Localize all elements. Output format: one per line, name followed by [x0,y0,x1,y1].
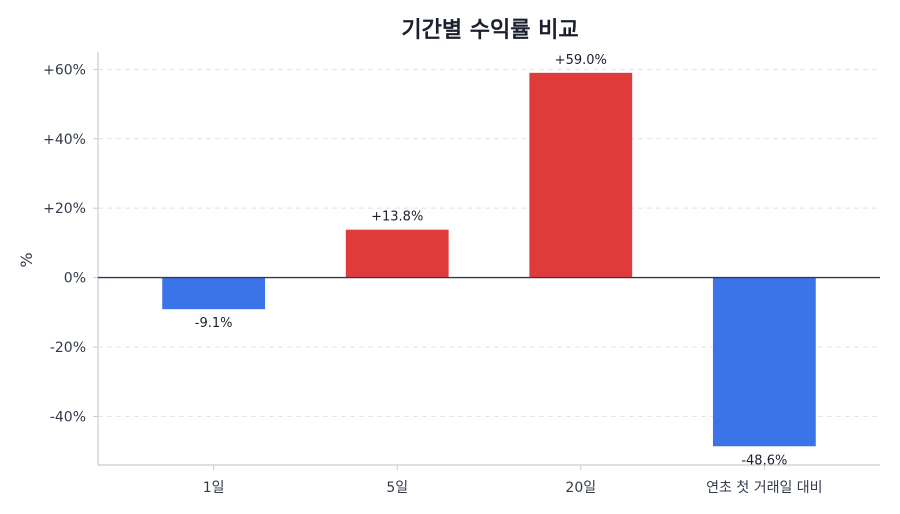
y-tick-labels: -40% -20% 0% +20% +40% +60% [43,62,98,425]
x-tick-labels: 1일 5일 20일 연초 첫 거래일 대비 [203,465,823,496]
data-label: +13.8% [371,210,423,225]
x-tick-label: 1일 [203,480,225,496]
data-label: +59.0% [555,53,607,68]
bar [712,277,816,447]
data-labels: -9.1% +13.8% +59.0% -48.6% [195,53,788,468]
y-tick-label: 0% [64,271,86,287]
bar [162,277,266,310]
chart-title: 기간별 수익률 비교 [401,18,578,43]
bar [345,229,449,278]
data-label: -9.1% [195,316,233,331]
y-tick-label: -20% [50,340,86,356]
data-label: -48.6% [741,453,787,468]
x-tick-label: 20일 [565,480,596,496]
y-tick-label: +60% [43,62,86,78]
x-tick-label: 5일 [386,480,408,496]
y-tick-label: +40% [43,132,86,148]
y-tick-label: -40% [50,409,86,425]
bars [162,72,816,447]
y-tick-label: +20% [43,201,86,217]
y-axis-label: % [17,252,36,267]
x-tick-label: 연초 첫 거래일 대비 [706,480,822,496]
bar [529,72,633,278]
axes [97,52,880,466]
